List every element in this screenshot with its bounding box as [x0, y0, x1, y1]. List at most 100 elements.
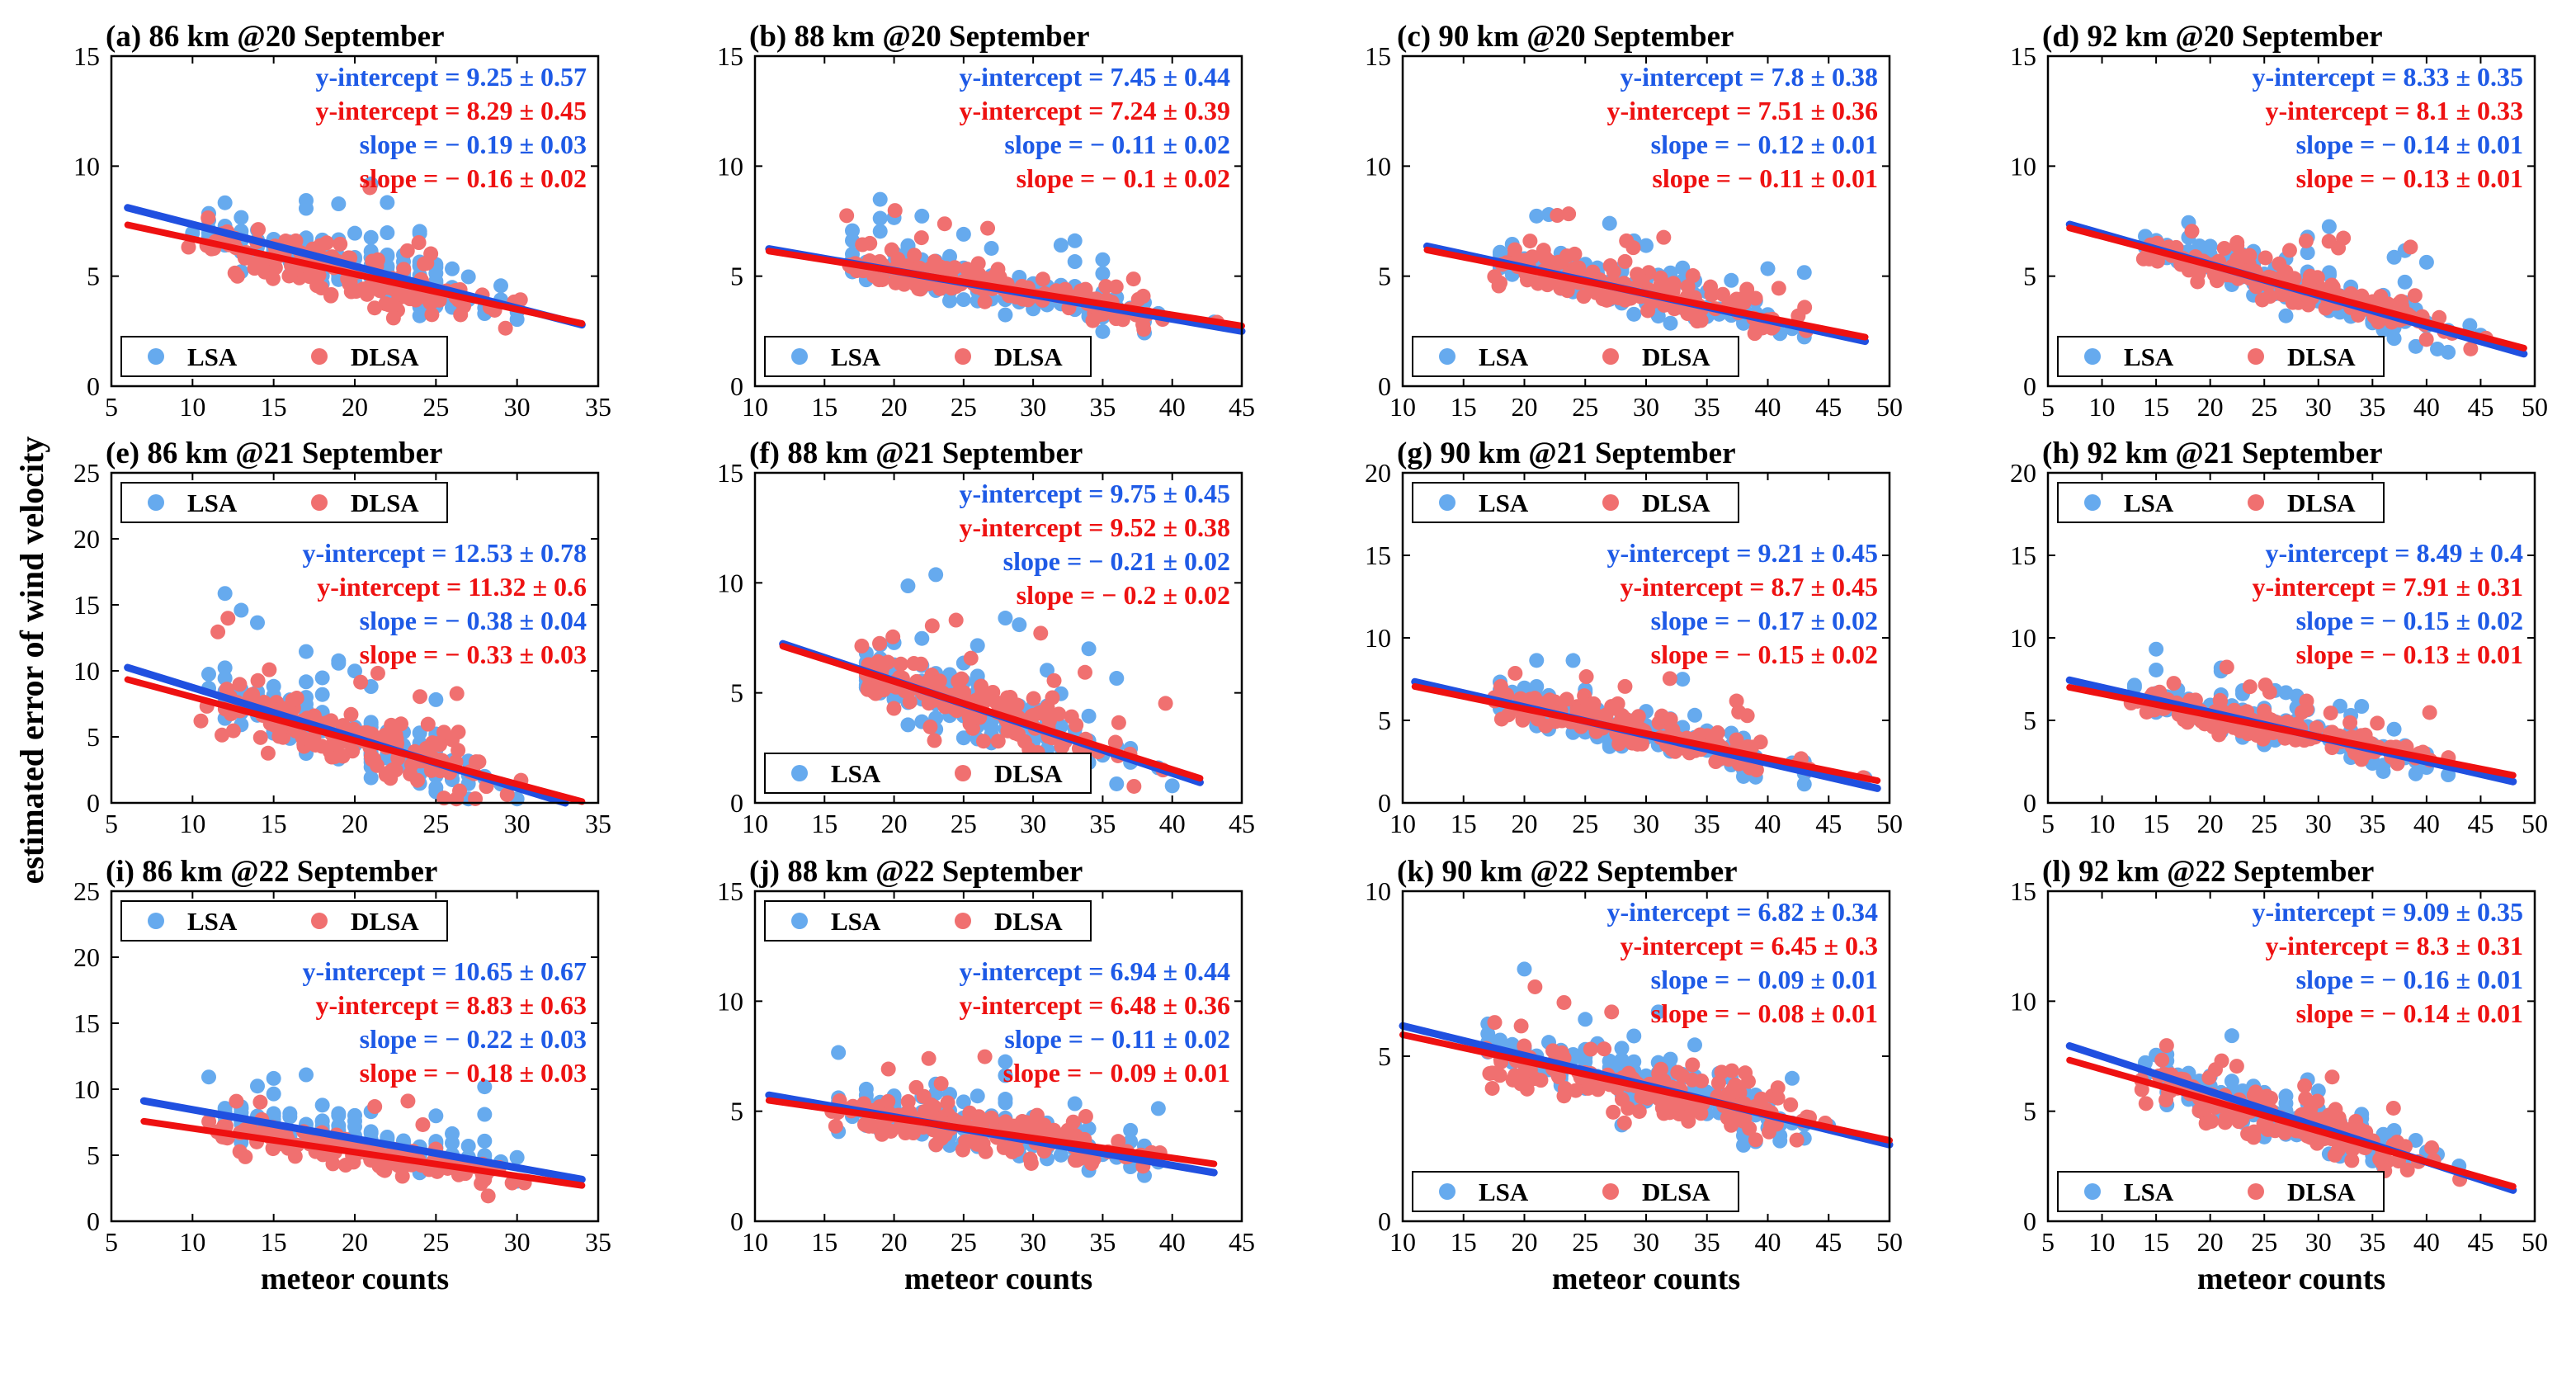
- lsa-point: [347, 225, 362, 241]
- lsa-point: [266, 678, 281, 694]
- plot-frame: [1401, 54, 1891, 388]
- dlsa-point: [201, 1114, 217, 1130]
- y-tick-label: 5: [730, 1097, 743, 1126]
- lsa-slope-text: slope = − 0.15 ± 0.02: [2296, 606, 2523, 635]
- dlsa-point: [885, 629, 901, 644]
- lsa-point: [1095, 252, 1111, 267]
- lsa-point: [1663, 1051, 1678, 1067]
- x-tick-label: 35: [585, 392, 611, 422]
- lsa-point: [1626, 1028, 1642, 1044]
- lsa-point: [299, 644, 314, 659]
- lsa-point: [2441, 344, 2456, 360]
- dlsa-intercept-text: y-intercept = 8.3 ± 0.31: [2266, 931, 2523, 960]
- lsa-intercept-text: y-intercept = 6.82 ± 0.34: [1607, 897, 1878, 927]
- lsa-point: [2408, 766, 2423, 781]
- dlsa-slope-text: slope = − 0.15 ± 0.02: [1651, 640, 1878, 669]
- x-tick-label: 20: [342, 392, 368, 422]
- dlsa-point: [1606, 264, 1621, 280]
- dlsa-point: [2357, 727, 2373, 743]
- y-tick-label: 5: [2023, 262, 2036, 291]
- lsa-intercept-text: y-intercept = 8.33 ± 0.35: [2253, 62, 2523, 92]
- dlsa-slope-text: slope = − 0.08 ± 0.01: [1651, 998, 1878, 1028]
- dlsa-point: [1107, 734, 1123, 750]
- dlsa-point: [1625, 240, 1641, 256]
- dlsa-point: [980, 220, 996, 236]
- x-tick-label: 25: [951, 1227, 977, 1257]
- x-tick-label: 45: [2467, 1227, 2493, 1257]
- x-tick-label: 45: [2467, 392, 2493, 422]
- dlsa-point: [907, 248, 922, 263]
- lsa-point: [477, 1107, 493, 1122]
- dlsa-intercept-text: y-intercept = 8.29 ± 0.45: [316, 96, 587, 125]
- x-tick-label: 5: [105, 392, 118, 422]
- dlsa-point: [2323, 706, 2338, 721]
- lsa-fit-line: [139, 1097, 586, 1183]
- lsa-point: [217, 195, 233, 210]
- legend: LSA DLSA: [764, 900, 1092, 942]
- legend-dlsa-marker: [2248, 1183, 2264, 1200]
- dlsa-point: [976, 734, 992, 749]
- x-tick-label: 15: [261, 809, 287, 838]
- lsa-point: [1164, 778, 1180, 794]
- lsa-point: [299, 674, 314, 690]
- legend-dlsa-marker: [2248, 494, 2264, 511]
- dlsa-fit-line: [779, 643, 1204, 782]
- x-tick-label: 10: [1389, 1227, 1416, 1257]
- x-tick-label: 35: [585, 809, 611, 838]
- x-tick-label: 50: [1876, 809, 1903, 838]
- dlsa-point: [2184, 224, 2200, 239]
- dlsa-point: [396, 262, 412, 277]
- dlsa-point: [893, 656, 908, 672]
- lsa-point: [380, 195, 395, 210]
- dlsa-point: [1680, 306, 1696, 322]
- legend-box: [2057, 1171, 2385, 1212]
- dlsa-slope-text: slope = − 0.13 ± 0.01: [2296, 640, 2523, 669]
- plot-frame: [1401, 890, 1891, 1223]
- dlsa-point: [1583, 1041, 1598, 1057]
- legend: LSA DLSA: [764, 336, 1092, 377]
- x-tick-label: 15: [1451, 1227, 1477, 1257]
- y-tick-label: 20: [73, 524, 100, 554]
- dlsa-point: [1492, 1068, 1507, 1083]
- legend-lsa-label: LSA: [2124, 342, 2174, 371]
- legend-dlsa-label: DLSA: [1642, 488, 1710, 517]
- dlsa-point: [1026, 691, 1041, 706]
- dlsa-point: [1662, 1105, 1677, 1121]
- x-tick-label: 45: [1229, 392, 1255, 422]
- y-tick-label: 10: [1365, 876, 1391, 906]
- dlsa-point: [1513, 1018, 1529, 1034]
- x-tick-label: 20: [1512, 1227, 1538, 1257]
- lsa-point: [2408, 338, 2423, 354]
- x-tick-label: 25: [1572, 1227, 1598, 1257]
- lsa-point: [299, 201, 314, 216]
- lsa-point: [1772, 1133, 1788, 1149]
- dlsa-point: [1513, 1076, 1529, 1092]
- lsa-point: [1067, 1096, 1083, 1111]
- chart-panel-c: (c) 90 km @20 September 10 15 20 25 30 35 40 45 5…: [1365, 20, 1903, 422]
- dlsa-slope-text: slope = − 0.1 ± 0.02: [1017, 163, 1230, 193]
- lsa-point: [1067, 233, 1083, 248]
- dlsa-point: [992, 269, 1007, 285]
- dlsa-fit-line: [2066, 1056, 2517, 1190]
- lsa-point: [380, 225, 395, 241]
- lsa-intercept-text: y-intercept = 10.65 ± 0.67: [303, 956, 587, 986]
- dlsa-point: [314, 739, 330, 754]
- dlsa-point: [1617, 678, 1633, 694]
- dlsa-point: [924, 618, 940, 634]
- dlsa-point: [2141, 251, 2157, 267]
- legend-lsa-label: LSA: [187, 342, 238, 371]
- dlsa-intercept-text: y-intercept = 7.24 ± 0.39: [960, 96, 1230, 125]
- lsa-point: [900, 578, 916, 594]
- y-tick-label: 15: [2010, 876, 2036, 906]
- dlsa-point: [955, 1142, 970, 1158]
- lsa-point: [314, 1097, 330, 1113]
- dlsa-point: [415, 1116, 431, 1132]
- x-tick-label: 35: [1089, 809, 1116, 838]
- y-tick-label: 15: [717, 876, 743, 906]
- dlsa-point: [468, 791, 484, 806]
- plot-frame: [110, 471, 600, 805]
- dlsa-point: [1771, 281, 1786, 296]
- lsa-intercept-text: y-intercept = 9.09 ± 0.35: [2253, 897, 2523, 927]
